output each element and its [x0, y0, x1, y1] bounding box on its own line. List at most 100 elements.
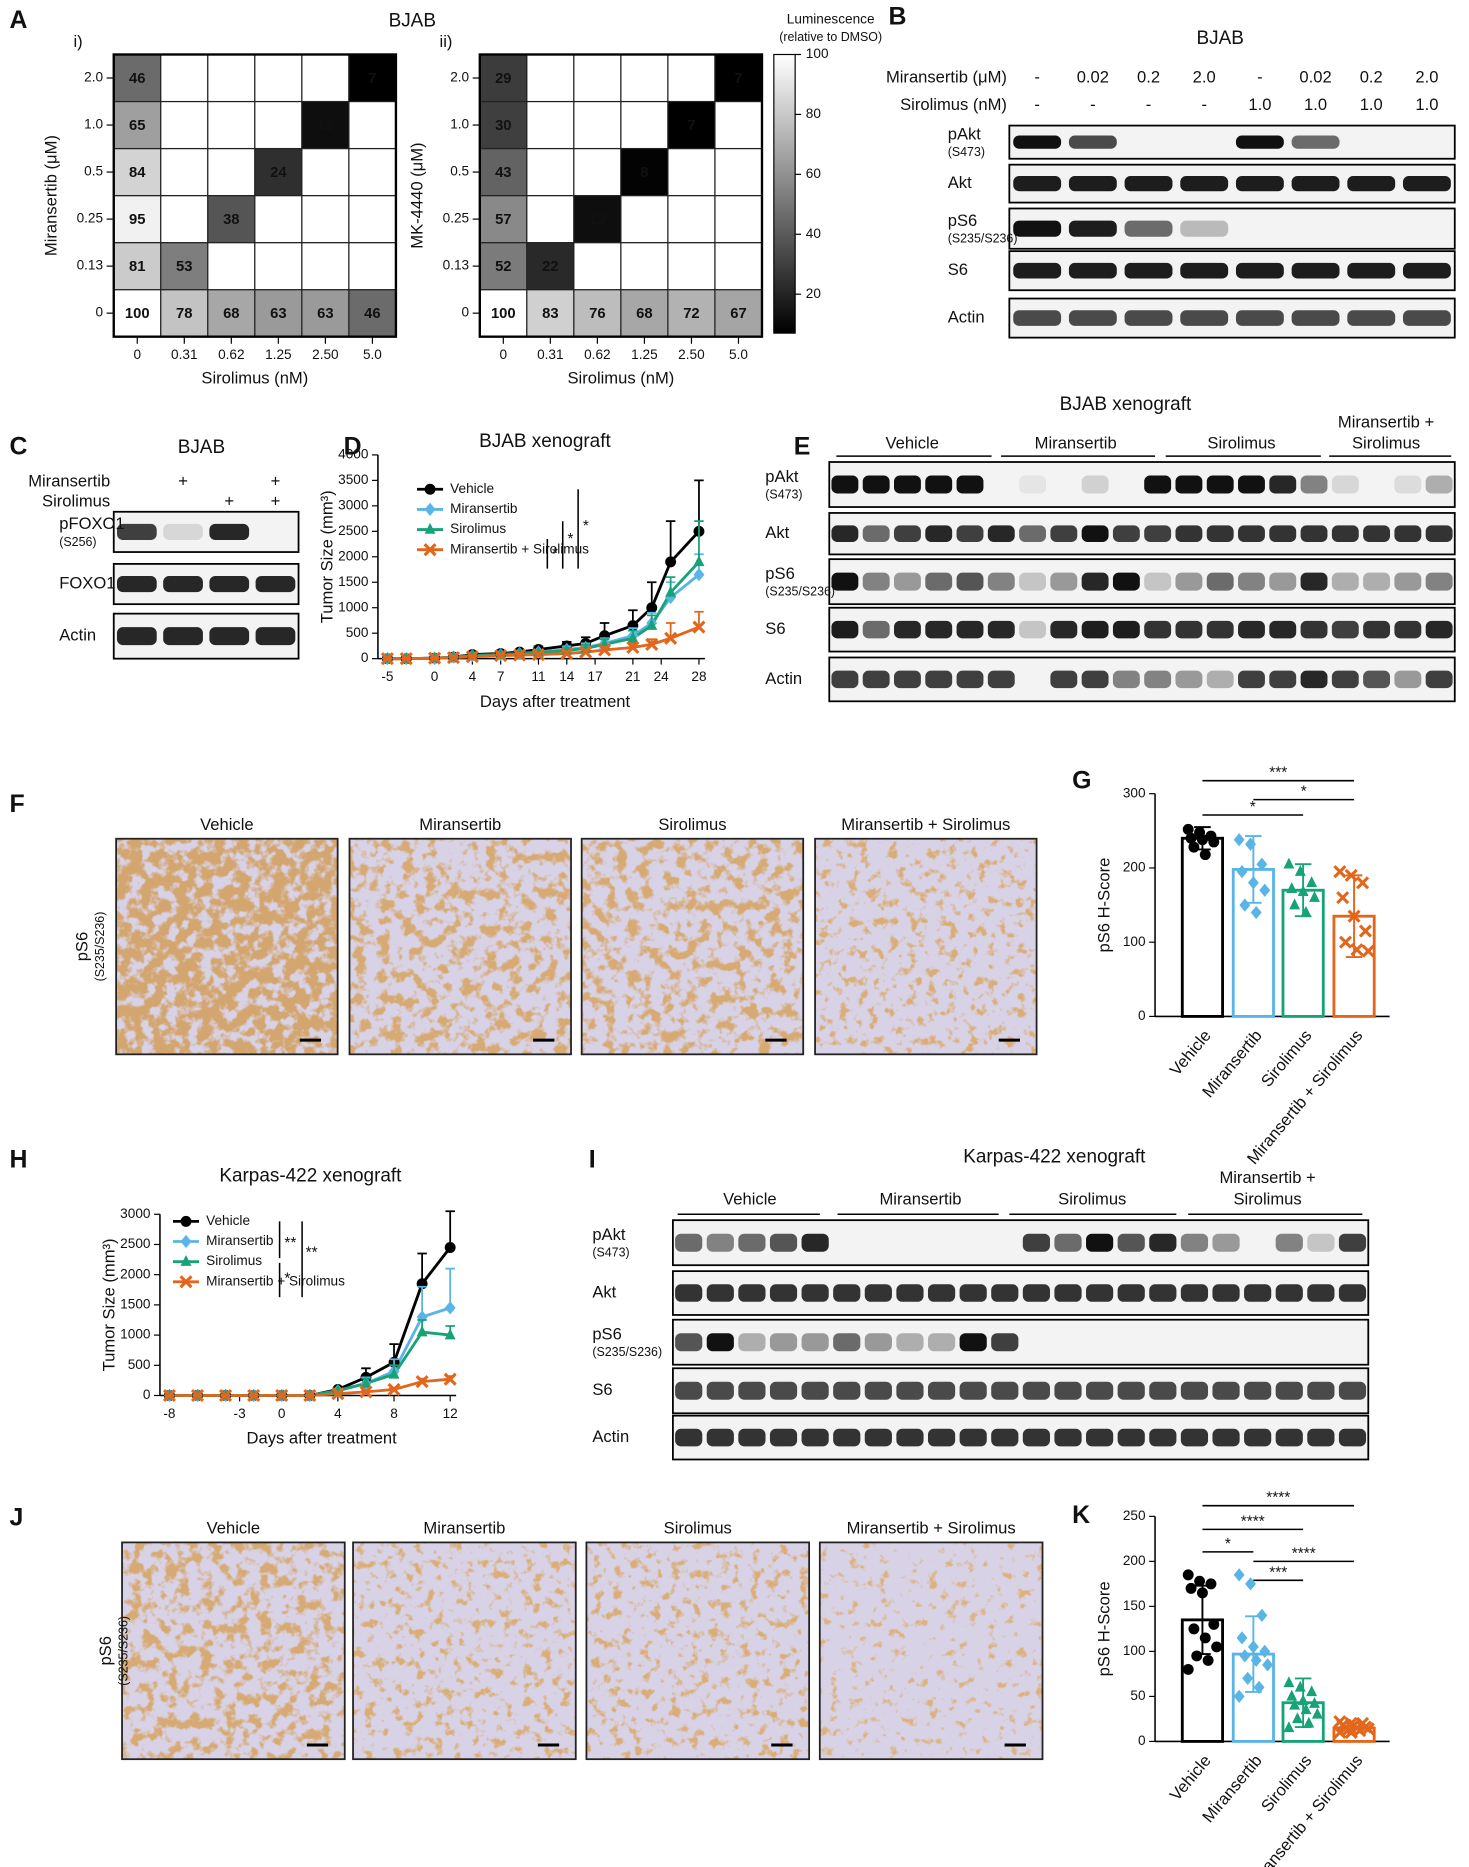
band: [1013, 310, 1062, 326]
band: [769, 1284, 798, 1302]
band: [1307, 1233, 1335, 1252]
empty-cell: [160, 53, 209, 103]
band: [894, 572, 921, 591]
band: [1068, 176, 1117, 192]
marker: [465, 650, 479, 664]
empty-cell: [714, 242, 763, 291]
band: [1013, 262, 1062, 279]
y-axis-label: Miransertib (μM): [42, 135, 61, 256]
x-axis-label: Days after treatment: [247, 1429, 398, 1448]
marker: [1306, 876, 1318, 888]
cell-value: 22: [542, 259, 558, 275]
condition-value: +: [178, 472, 188, 491]
band: [1235, 262, 1284, 279]
error-bar: [665, 622, 676, 639]
marker: [162, 1388, 176, 1403]
x-tick-label: 28: [691, 669, 706, 684]
legend-label: Miransertib: [206, 1233, 273, 1248]
x-tick-label: 1.25: [631, 347, 658, 362]
band: [896, 1428, 924, 1447]
empty-cell: [667, 53, 716, 103]
blot-strip: [828, 461, 1456, 508]
colorbar: [773, 53, 796, 334]
band: [1394, 475, 1422, 494]
marker: [1194, 1575, 1206, 1587]
marker: [1185, 832, 1197, 844]
y-tick-label: 1.0: [450, 117, 469, 132]
band: [1050, 670, 1078, 689]
y-tick-label: 3500: [338, 472, 369, 487]
blot-site: (S256): [59, 535, 96, 549]
y-tick-label: 3000: [338, 497, 369, 512]
band: [987, 670, 1015, 689]
band: [1175, 670, 1203, 689]
x-tick-label: 7: [497, 669, 505, 684]
band: [1275, 1428, 1303, 1447]
band: [1363, 620, 1391, 639]
x-tick-label: 0: [500, 347, 508, 362]
y-tick-label: 100: [1123, 1643, 1146, 1658]
marker: [424, 522, 436, 534]
band: [1022, 1284, 1050, 1302]
empty-cell: [207, 53, 256, 103]
empty-cell: [620, 242, 669, 291]
group-label: Sirolimus: [1207, 434, 1275, 453]
band: [706, 1333, 734, 1352]
blot-site: (S473): [948, 145, 985, 159]
band: [956, 475, 984, 494]
y-tick-label: 50: [1130, 1688, 1146, 1703]
blot-label: FOXO1: [59, 573, 115, 592]
y-tick-label: 1500: [338, 574, 369, 589]
band: [862, 670, 890, 689]
cell-value: 68: [636, 306, 652, 322]
band: [833, 1333, 861, 1352]
band: [116, 523, 157, 540]
band: [927, 1381, 956, 1400]
marker: [1283, 1676, 1295, 1688]
panel-label: H: [9, 1146, 27, 1174]
cell-value: 7: [687, 118, 695, 134]
empty-cell: [620, 53, 669, 103]
empty-cell: [301, 194, 350, 244]
band: [1180, 310, 1229, 326]
band: [991, 1381, 1019, 1400]
error-bar: [445, 1210, 455, 1248]
x-tick-label: 0.62: [584, 347, 611, 362]
y-axis-label: Tumor Size (mm³): [100, 1238, 119, 1371]
condition-value: -: [1257, 68, 1263, 87]
marker: [531, 648, 545, 662]
image-stain: [349, 838, 572, 1055]
significance-label: *: [552, 545, 558, 562]
marker: [1283, 857, 1295, 869]
image-stain: [353, 1542, 576, 1760]
cell-value: 83: [542, 306, 558, 322]
band: [1291, 176, 1340, 192]
blot-label: Actin: [59, 626, 96, 645]
band: [864, 1333, 892, 1352]
band: [987, 620, 1015, 639]
marker: [360, 1376, 372, 1388]
panel-label: K: [1072, 1501, 1090, 1529]
band: [956, 572, 984, 591]
band: [706, 1284, 734, 1302]
band: [1144, 670, 1172, 689]
empty-cell: [160, 100, 209, 150]
marker: [387, 1382, 401, 1397]
band: [675, 1233, 703, 1252]
band: [1206, 670, 1234, 689]
band: [801, 1381, 829, 1400]
band: [1425, 670, 1453, 689]
heat-cell: [479, 242, 528, 291]
band: [956, 670, 984, 689]
band: [925, 475, 953, 494]
band: [1112, 572, 1140, 591]
empty-cell: [573, 100, 622, 150]
band: [1081, 670, 1109, 689]
marker: [1358, 924, 1372, 938]
marker: [1309, 891, 1320, 902]
band: [1291, 262, 1340, 279]
empty-cell: [348, 100, 397, 150]
band: [1180, 1381, 1209, 1400]
significance-label: ****: [1266, 1490, 1290, 1507]
y-tick-label: 2500: [338, 523, 369, 538]
